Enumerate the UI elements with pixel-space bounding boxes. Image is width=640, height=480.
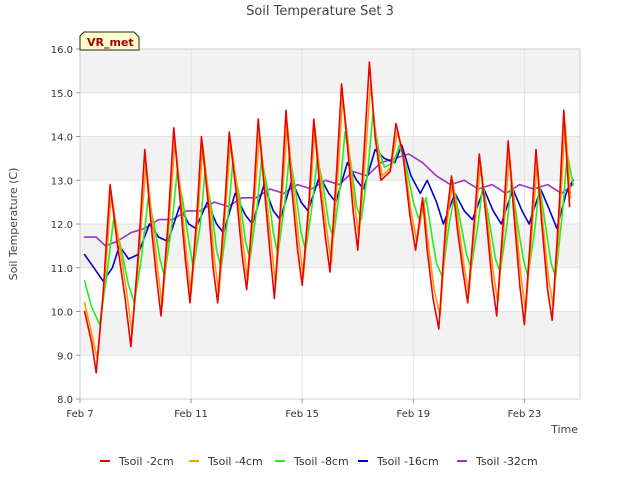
y-tick-label: 15.0 (51, 89, 73, 100)
background-band (80, 355, 580, 399)
series-line-tsoil-4cm (83, 83, 572, 361)
legend-label: Tsoil -2cm (118, 455, 174, 468)
legend-item: Tsoil -8cm (275, 455, 349, 468)
legend-label: Tsoil -32cm (475, 455, 538, 468)
annotation-badge: VR_met (79, 31, 140, 51)
background-band (80, 92, 580, 137)
legend-item: Tsoil -32cm (457, 455, 538, 468)
x-tick-label: Feb 7 (66, 409, 93, 420)
y-tick-label: 14.0 (51, 133, 73, 144)
chart-title: Soil Temperature Set 3 (246, 4, 394, 19)
legend-item: Tsoil -2cm (100, 455, 174, 468)
legend-label: Tsoil -8cm (293, 455, 349, 468)
series-layer (83, 61, 574, 374)
y-tick-label: 8.0 (57, 395, 73, 406)
x-tick-label: Feb 15 (285, 409, 319, 420)
x-tick-label: Feb 11 (174, 409, 208, 420)
legend-item: Tsoil -16cm (358, 455, 439, 468)
background-band (80, 49, 580, 93)
x-tick-label: Feb 23 (508, 409, 542, 420)
x-axis-ticks: Feb 7 Feb 11 Feb 15 Feb 19 Feb 23 (66, 399, 541, 420)
y-tick-label: 16.0 (51, 45, 73, 56)
legend-item: Tsoil -4cm (189, 455, 263, 468)
legend-label: Tsoil -16cm (376, 455, 439, 468)
y-tick-label: 9.0 (57, 351, 73, 362)
annotation-text: VR_met (87, 36, 134, 49)
x-axis-label: Time (550, 423, 578, 436)
series-line-tsoil-8cm (83, 113, 574, 326)
y-axis-label: Soil Temperature (C) (7, 168, 20, 281)
legend-label: Tsoil -4cm (207, 455, 263, 468)
y-tick-label: 11.0 (51, 264, 73, 275)
annotation-box (79, 31, 140, 51)
y-tick-label: 10.0 (51, 308, 73, 319)
y-tick-label: 13.0 (51, 176, 73, 187)
legend: Tsoil -2cm Tsoil -4cm Tsoil -8cm Tsoil -16c… (100, 455, 538, 468)
background-band (80, 267, 580, 312)
y-tick-label: 12.0 (51, 220, 73, 231)
background-band (80, 311, 580, 356)
y-axis-ticks: 8.0 9.0 10.0 11.0 12.0 13.0 14.0 15.0 16.0 (51, 45, 80, 406)
series-line-tsoil-2cm (83, 61, 571, 374)
series-line-tsoil-32cm (83, 153, 574, 247)
x-tick-label: Feb 19 (397, 409, 431, 420)
background-band (80, 136, 580, 181)
